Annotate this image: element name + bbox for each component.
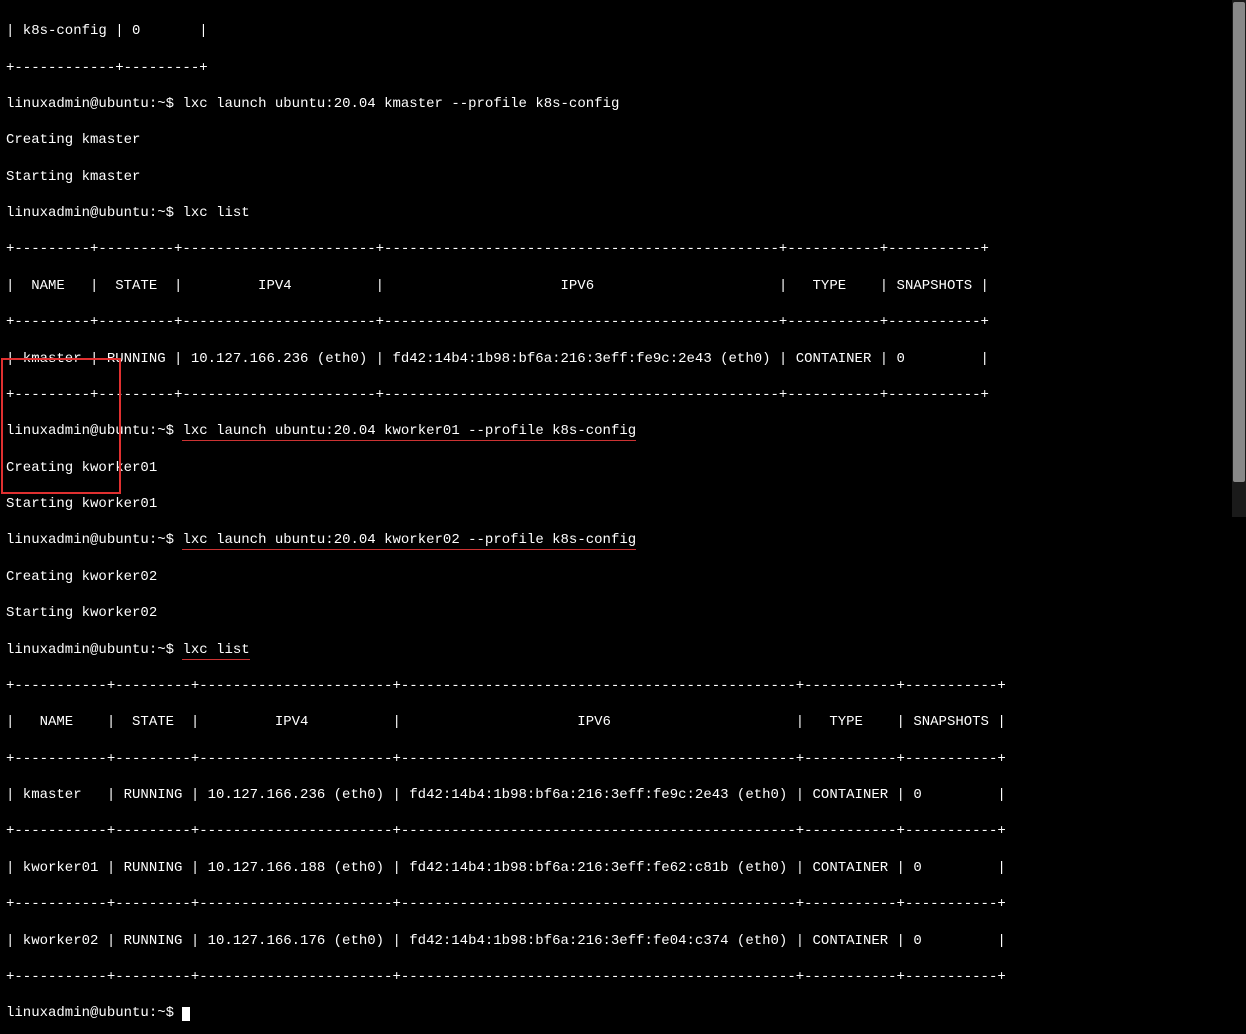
terminal-output[interactable]: | k8s-config | 0 | +------------+-------… — [0, 0, 1246, 1034]
prompt-path: ~ — [157, 96, 165, 112]
command-text-highlighted: lxc list — [182, 642, 249, 660]
prompt-line: linuxadmin@ubuntu:~$ lxc launch ubuntu:2… — [6, 422, 1240, 440]
command-text: lxc list — [182, 205, 249, 221]
table-sep: +---------+---------+-------------------… — [6, 240, 1240, 258]
output-line: Creating kmaster — [6, 131, 1240, 149]
output-line: Starting kworker02 — [6, 604, 1240, 622]
command-text-highlighted: lxc launch ubuntu:20.04 kworker02 --prof… — [182, 532, 636, 550]
table-sep: +-----------+---------+-----------------… — [6, 822, 1240, 840]
output-line: Starting kworker01 — [6, 495, 1240, 513]
cursor-block — [182, 1007, 190, 1021]
residual-row: | k8s-config | 0 | — [6, 22, 1240, 40]
prompt-host: ubuntu — [98, 96, 148, 112]
prompt-line: linuxadmin@ubuntu:~$ lxc launch ubuntu:2… — [6, 95, 1240, 113]
table-sep: +---------+---------+-------------------… — [6, 386, 1240, 404]
scrollbar-track[interactable] — [1232, 0, 1246, 517]
table-sep: +-----------+---------+-----------------… — [6, 677, 1240, 695]
table-row: | kmaster | RUNNING | 10.127.166.236 (et… — [6, 350, 1240, 368]
table-header: | NAME | STATE | IPV4 | IPV6 | TYPE | SN… — [6, 277, 1240, 295]
table-row: | kworker01 | RUNNING | 10.127.166.188 (… — [6, 859, 1240, 877]
table-header: | NAME | STATE | IPV4 | IPV6 | TYPE | SN… — [6, 713, 1240, 731]
table-sep: +------------+---------+ — [6, 59, 1240, 77]
prompt-line: linuxadmin@ubuntu:~$ lxc launch ubuntu:2… — [6, 531, 1240, 549]
command-text: lxc launch ubuntu:20.04 kmaster --profil… — [182, 96, 619, 112]
table-row: | kmaster | RUNNING | 10.127.166.236 (et… — [6, 786, 1240, 804]
prompt-line: linuxadmin@ubuntu:~$ lxc list — [6, 641, 1240, 659]
prompt-symbol: $ — [166, 96, 174, 112]
table-sep: +-----------+---------+-----------------… — [6, 968, 1240, 986]
prompt-user: linuxadmin — [6, 96, 90, 112]
table-sep: +-----------+---------+-----------------… — [6, 895, 1240, 913]
output-line: Creating kworker02 — [6, 568, 1240, 586]
table-sep: +---------+---------+-------------------… — [6, 313, 1240, 331]
command-text-highlighted: lxc launch ubuntu:20.04 kworker01 --prof… — [182, 423, 636, 441]
table-sep: +-----------+---------+-----------------… — [6, 750, 1240, 768]
prompt-line[interactable]: linuxadmin@ubuntu:~$ — [6, 1004, 1240, 1022]
output-line: Creating kworker01 — [6, 459, 1240, 477]
scrollbar-thumb[interactable] — [1233, 2, 1245, 482]
table-row: | kworker02 | RUNNING | 10.127.166.176 (… — [6, 932, 1240, 950]
output-line: Starting kmaster — [6, 168, 1240, 186]
highlight-box-name-column — [1, 358, 121, 494]
prompt-line: linuxadmin@ubuntu:~$ lxc list — [6, 204, 1240, 222]
